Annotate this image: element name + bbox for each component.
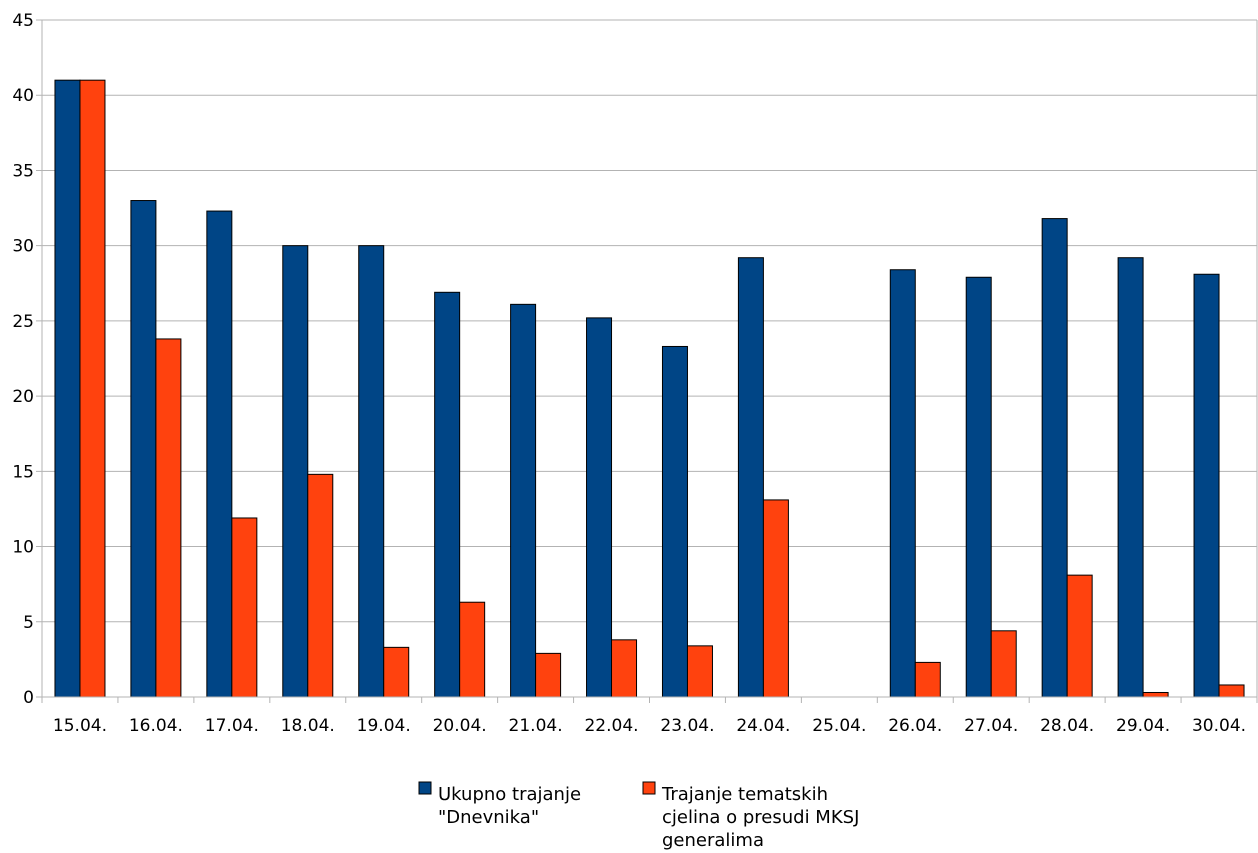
bar-ukupno-20-04 bbox=[434, 291, 461, 698]
bar-ukupno-29-04 bbox=[1117, 257, 1144, 698]
legend-label: generalima bbox=[662, 830, 764, 851]
bar-tematske-28-04 bbox=[1066, 574, 1093, 698]
bar-tematske-26-04 bbox=[914, 661, 941, 698]
bar-tematske-20-04 bbox=[459, 601, 486, 698]
bars bbox=[54, 79, 1245, 698]
x-tick-label: 20.04. bbox=[433, 716, 487, 736]
legend-label: "Dnevnika" bbox=[438, 807, 539, 828]
bar-ukupno-15-04 bbox=[54, 79, 81, 698]
bar-tematske-23-04 bbox=[686, 645, 713, 698]
y-tick-label: 5 bbox=[23, 613, 34, 633]
bar-tematske-21-04 bbox=[535, 652, 562, 698]
y-tick-label: 0 bbox=[23, 688, 34, 708]
bar-ukupno-17-04 bbox=[206, 210, 233, 698]
bar-ukupno-27-04 bbox=[965, 276, 992, 698]
x-tick-label: 17.04. bbox=[205, 716, 259, 736]
bar-tematske-30-04 bbox=[1218, 684, 1245, 698]
x-tick-label: 30.04. bbox=[1192, 716, 1246, 736]
bar-ukupno-26-04 bbox=[889, 269, 916, 698]
legend: Ukupno trajanje"Dnevnika" Trajanje temats… bbox=[418, 781, 859, 851]
y-tick-label: 15 bbox=[12, 462, 34, 482]
x-tick-label: 25.04. bbox=[812, 716, 866, 736]
legend-label: Ukupno trajanje bbox=[438, 784, 581, 805]
y-tick-label: 35 bbox=[12, 161, 34, 181]
x-tick-label: 22.04. bbox=[584, 716, 638, 736]
y-tick-label: 20 bbox=[12, 387, 34, 407]
x-tick-label: 16.04. bbox=[129, 716, 183, 736]
y-tick-label: 10 bbox=[12, 538, 34, 558]
bar-ukupno-19-04 bbox=[358, 245, 385, 698]
legend-swatch bbox=[418, 781, 432, 795]
x-tick-label: 19.04. bbox=[357, 716, 411, 736]
bar-ukupno-22-04 bbox=[586, 317, 613, 698]
x-tick-label: 29.04. bbox=[1116, 716, 1170, 736]
bar-tematske-15-04 bbox=[79, 79, 106, 698]
x-tick-label: 26.04. bbox=[888, 716, 942, 736]
legend-swatch bbox=[642, 781, 656, 795]
bar-ukupno-23-04 bbox=[661, 345, 688, 698]
bar-ukupno-21-04 bbox=[510, 303, 537, 698]
bar-tematske-29-04 bbox=[1142, 691, 1169, 698]
legend-label: Trajanje tematskih bbox=[661, 784, 828, 805]
bar-ukupno-24-04 bbox=[737, 257, 764, 698]
bar-tematske-27-04 bbox=[990, 630, 1017, 698]
x-tick-label: 28.04. bbox=[1040, 716, 1094, 736]
x-tick-label: 24.04. bbox=[736, 716, 790, 736]
bar-ukupno-16-04 bbox=[130, 200, 157, 698]
bar-ukupno-18-04 bbox=[282, 245, 309, 698]
bar-tematske-16-04 bbox=[155, 338, 182, 698]
x-tick-label: 23.04. bbox=[660, 716, 714, 736]
x-axis-ticks: 15.04. 16.04. 17.04. 18.04. 19.04. 20.04. 21.0… bbox=[53, 716, 1246, 736]
axes bbox=[36, 20, 1258, 703]
bar-tematske-18-04 bbox=[307, 473, 334, 698]
bar-ukupno-30-04 bbox=[1193, 273, 1220, 698]
y-tick-label: 25 bbox=[12, 312, 34, 332]
bar-tematske-24-04 bbox=[762, 499, 789, 698]
x-tick-label: 21.04. bbox=[509, 716, 563, 736]
bar-tematske-19-04 bbox=[383, 646, 410, 698]
bar-tematske-17-04 bbox=[231, 517, 258, 698]
legend-label: cjelina o presudi MKSJ bbox=[662, 807, 859, 828]
y-axis-ticks: 0 5 10 15 20 25 30 35 40 45 bbox=[12, 11, 34, 708]
y-tick-label: 40 bbox=[12, 86, 34, 106]
x-tick-label: 27.04. bbox=[964, 716, 1018, 736]
x-tick-label: 15.04. bbox=[53, 716, 107, 736]
y-tick-label: 45 bbox=[12, 11, 34, 31]
bar-ukupno-28-04 bbox=[1041, 218, 1068, 698]
x-tick-label: 18.04. bbox=[281, 716, 335, 736]
bar-tematske-22-04 bbox=[611, 639, 638, 698]
y-tick-label: 30 bbox=[12, 237, 34, 257]
